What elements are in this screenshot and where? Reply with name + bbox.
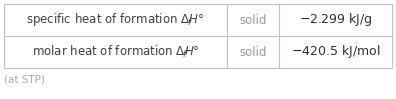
Text: specific heat of formation $\Delta_{\!f}\!H°$: specific heat of formation $\Delta_{\!f}… (27, 11, 205, 29)
Text: (at STP): (at STP) (4, 75, 45, 85)
Text: solid: solid (240, 13, 267, 27)
Bar (4, 4, 392, 68)
Text: $-$420.5 kJ/mol: $-$420.5 kJ/mol (291, 43, 381, 60)
Text: molar heat of formation $\Delta_{\!f}\!H°$: molar heat of formation $\Delta_{\!f}\!H… (32, 44, 200, 60)
Text: $-$2.299 kJ/g: $-$2.299 kJ/g (299, 11, 372, 29)
Text: solid: solid (240, 46, 267, 59)
